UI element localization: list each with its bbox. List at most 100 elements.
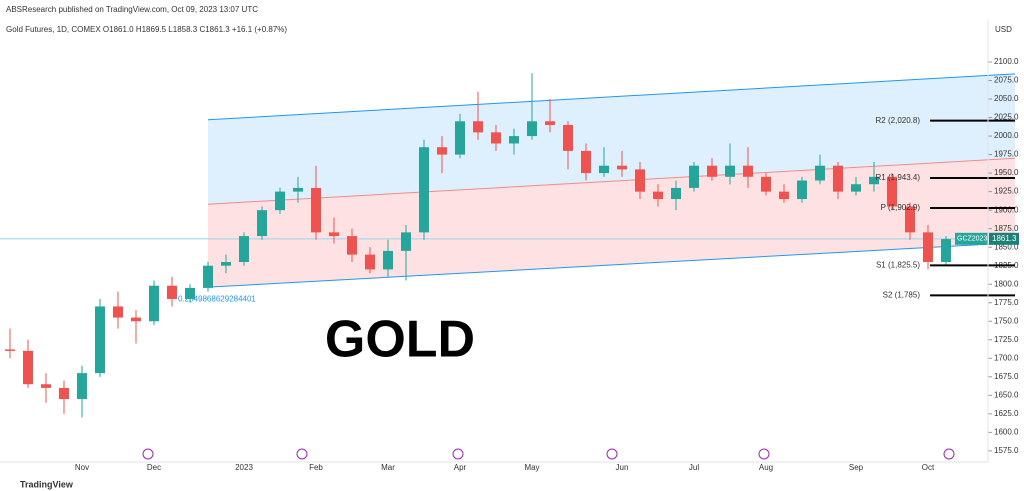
y-tick-label: 1975.0: [994, 150, 1019, 159]
x-tick-label: Apr: [454, 463, 467, 472]
currency: USD: [995, 25, 1012, 34]
y-tick-label: 1775.0: [994, 298, 1019, 307]
candle-body: [185, 287, 195, 300]
x-tick-label: May: [524, 463, 539, 472]
candle-body: [419, 147, 429, 233]
annotation: GOLD: [325, 311, 475, 369]
candle-body: [95, 306, 105, 374]
pivot-label: R2 (2,020.8): [876, 116, 921, 125]
y-tick-label: 1725.0: [994, 335, 1019, 344]
candle-body: [653, 191, 663, 200]
candle-body: [725, 165, 735, 177]
candle-body: [491, 132, 501, 144]
candle-body: [203, 265, 213, 288]
candle-body: [563, 124, 573, 151]
candle-body: [473, 121, 483, 133]
candle-body: [869, 176, 879, 185]
candle-body: [41, 384, 51, 388]
x-tick-label: Dec: [147, 463, 161, 472]
candle-body: [851, 184, 861, 192]
candle-body: [59, 387, 69, 400]
y-tick-label: 1600.0: [994, 427, 1019, 436]
x-tick-label: 2023: [235, 463, 253, 472]
y-tick-label: 1850.0: [994, 242, 1019, 251]
y-tick-label: 2025.0: [994, 113, 1019, 122]
candle-body: [635, 169, 645, 192]
candle-body: [257, 210, 267, 237]
price-label: 1861.3: [992, 234, 1017, 243]
candle-body: [221, 262, 231, 266]
candle-body: [131, 317, 141, 322]
y-tick-label: 1650.0: [994, 390, 1019, 399]
x-tick-label: Aug: [759, 463, 773, 472]
pivot-label: S2 (1,785): [883, 290, 921, 299]
y-tick-label: 1575.0: [994, 446, 1019, 455]
price-tag: [989, 232, 1019, 245]
publisher: ABSResearch published on TradingView.com…: [6, 5, 258, 14]
candle-body: [437, 147, 447, 155]
candle-body: [5, 349, 15, 351]
x-tick-label: Feb: [309, 463, 323, 472]
candle-body: [599, 165, 609, 174]
candle-body: [509, 136, 519, 144]
candle-body: [77, 373, 87, 400]
y-tick-label: 2100.0: [994, 57, 1019, 66]
candle-body: [761, 176, 771, 192]
y-tick-label: 1875.0: [994, 224, 1019, 233]
candle-body: [545, 121, 555, 125]
plot: 0.2849868629284401 1575.0 1600.0 1625.0 1650…: [0, 57, 1019, 472]
candle-body: [329, 232, 339, 237]
candle-body: [527, 121, 537, 137]
candle-body: [707, 165, 717, 177]
x-tick-label: Oct: [922, 463, 935, 472]
candle-body: [815, 165, 825, 181]
y-tick-label: 1625.0: [994, 409, 1019, 418]
channel-upper: [207, 73, 1016, 121]
channel-middle: [207, 157, 1016, 205]
y-tick-label: 1700.0: [994, 353, 1019, 362]
y-tick-label: 2000.0: [994, 131, 1019, 140]
y-tick-label: 1950.0: [994, 168, 1019, 177]
channel-lower-fill: [208, 158, 1015, 288]
candle-body: [293, 187, 303, 192]
x-tick-label: Sep: [849, 463, 864, 472]
candle-body: [581, 150, 591, 174]
y-tick-label: 1675.0: [994, 372, 1019, 381]
event-icons: [142, 448, 955, 460]
channel-upper-fill: [208, 73, 1015, 205]
candle-body: [833, 165, 843, 192]
x-tick-label: Jun: [616, 463, 629, 472]
candle-body: [797, 180, 807, 200]
y-tick-label: 1925.0: [994, 187, 1019, 196]
x-tick-label: Mar: [381, 463, 395, 472]
y-tick-label: 2050.0: [994, 94, 1019, 103]
candle-body: [23, 350, 33, 385]
candle-body: [689, 165, 699, 188]
pivot-label: R1 (1,943.4): [876, 173, 921, 182]
candle-body: [149, 285, 159, 322]
candle-body: [311, 187, 321, 233]
candle-body: [113, 306, 123, 318]
y-tick-label: 1750.0: [994, 316, 1019, 325]
candle-body: [923, 232, 933, 262]
footer: TradingView: [20, 479, 74, 489]
candle-body: [617, 165, 627, 170]
pivot-label: S1 (1,825.5): [876, 260, 920, 269]
candle-body: [365, 254, 375, 270]
candle-body: [455, 121, 465, 155]
symbol-tag: [955, 232, 988, 245]
channel-lower: [207, 242, 1016, 288]
candle-body: [941, 239, 951, 262]
y-tick-label: 1800.0: [994, 279, 1019, 288]
candle-body: [779, 191, 789, 200]
candle-body: [383, 250, 393, 270]
candle-body: [905, 206, 915, 233]
y-tick-label: 1900.0: [994, 205, 1019, 214]
candle-body: [239, 236, 249, 262]
x-tick-label: Nov: [75, 463, 89, 472]
candle-body: [743, 165, 753, 177]
symbol-label: GCZ2023: [957, 236, 987, 243]
candle-body: [275, 191, 285, 211]
